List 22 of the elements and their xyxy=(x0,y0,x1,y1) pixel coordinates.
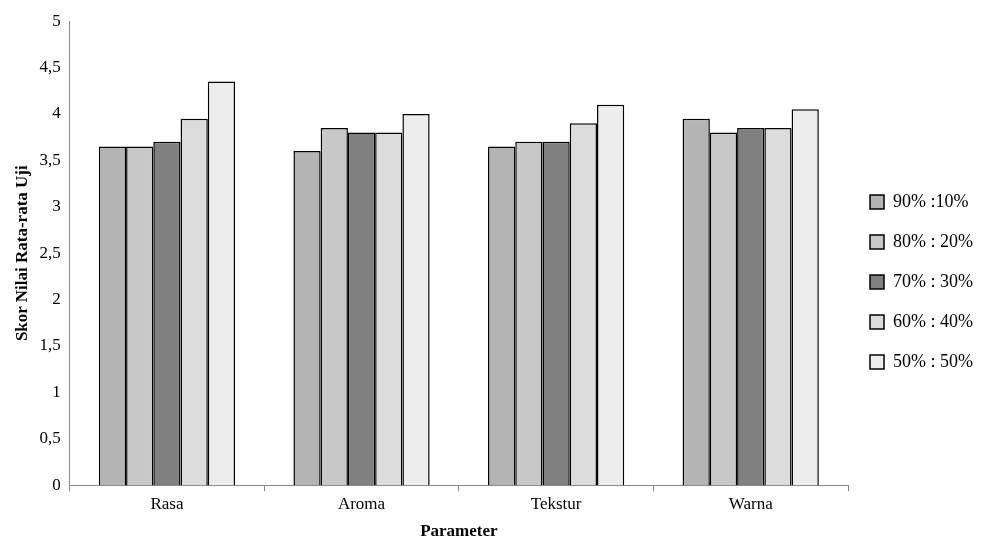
legend-label: 80% : 20% xyxy=(893,230,974,251)
x-axis-title: Parameter xyxy=(420,521,498,541)
y-tick-label: 2,5 xyxy=(39,242,61,262)
y-tick-label: 1 xyxy=(52,381,61,401)
x-tick-label: Tekstur xyxy=(530,493,582,513)
y-tick-label: 0,5 xyxy=(39,428,61,448)
y-tick-label: 4 xyxy=(52,103,62,123)
y-tick-label: 5 xyxy=(52,10,61,30)
legend-label: 50% : 50% xyxy=(893,350,974,371)
x-tick-label: Warna xyxy=(728,493,774,513)
legend-label: 60% : 40% xyxy=(893,310,974,331)
x-tick-label: Rasa xyxy=(150,493,184,513)
x-tick-label: Aroma xyxy=(337,493,386,513)
legend-label: 90% :10% xyxy=(893,190,969,211)
y-axis-title: Skor Nilai Rata-rata Uji xyxy=(11,165,31,342)
y-tick-label: 1,5 xyxy=(39,335,61,355)
y-tick-label: 2 xyxy=(52,289,61,309)
y-tick-label: 4,5 xyxy=(39,57,61,77)
legend-label: 70% : 30% xyxy=(893,270,974,291)
y-tick-label: 0 xyxy=(52,474,61,494)
y-tick-label: 3,5 xyxy=(39,149,61,169)
y-tick-label: 3 xyxy=(52,196,61,216)
